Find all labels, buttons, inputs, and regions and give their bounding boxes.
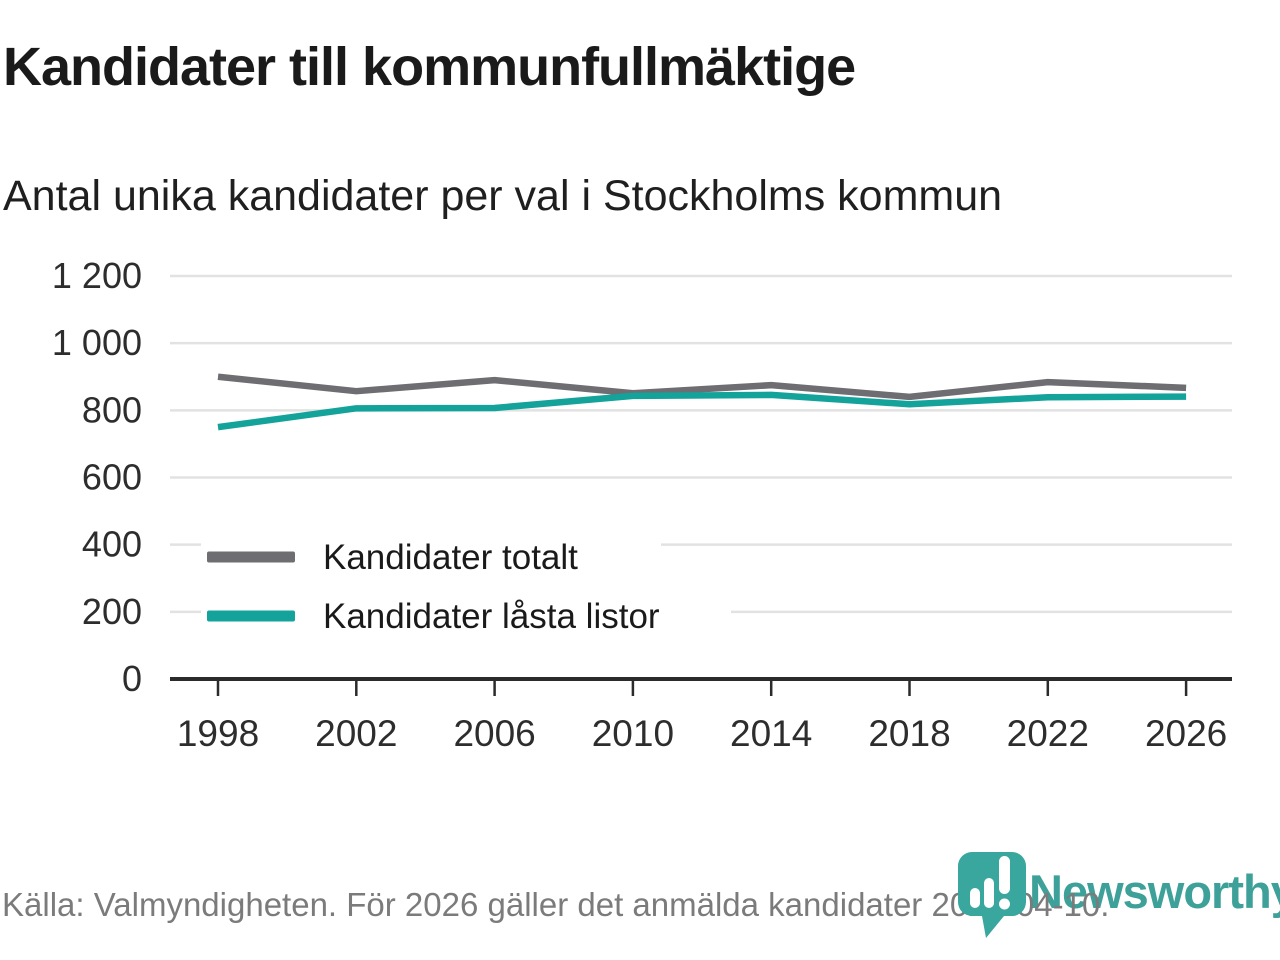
x-tick-label: 2026 <box>1145 713 1227 754</box>
line-chart: 0 200 400 600 800 1 000 1 200 1998 2002 2006 2010 2… <box>0 250 1280 770</box>
logo-exclamation-dot <box>999 898 1010 910</box>
x-tick-label: 2018 <box>868 713 950 754</box>
legend-label: Kandidater totalt <box>323 538 578 577</box>
y-tick-label: 1 000 <box>52 322 142 363</box>
x-tick-label: 2022 <box>1007 713 1089 754</box>
x-tick-label: 1998 <box>177 713 259 754</box>
y-tick-label: 0 <box>122 658 142 699</box>
x-tick-label: 2010 <box>592 713 674 754</box>
legend-swatch <box>207 551 295 563</box>
logo-bar-2 <box>984 878 994 908</box>
y-tick-label: 200 <box>82 591 142 632</box>
y-tick-label: 600 <box>82 457 142 498</box>
logo-exclamation-bar <box>999 856 1010 894</box>
x-tick-label: 2014 <box>730 713 812 754</box>
legend-swatch <box>207 610 295 622</box>
source-note: Källa: Valmyndigheten. För 2026 gäller d… <box>2 886 1110 923</box>
chart-canvas: 0 200 400 600 800 1 000 1 200 1998 2002 2006 2010 2… <box>52 255 1232 754</box>
y-tick-label: 800 <box>82 389 142 430</box>
x-tick-label: 2006 <box>453 713 535 754</box>
series-line-kandidater-totalt <box>217 373 1187 401</box>
chart-subtitle: Antal unika kandidater per val i Stockho… <box>3 172 1003 220</box>
x-tick-label: 2002 <box>315 713 397 754</box>
newsworthy-wordmark: Newsworthy <box>1029 865 1280 918</box>
newsworthy-logo-icon <box>958 852 1026 938</box>
y-tick-label: 400 <box>82 524 142 565</box>
logo-bar-1 <box>970 888 980 908</box>
legend-label: Kandidater låsta listor <box>323 597 660 636</box>
chart-title: Kandidater till kommunfullmäktige <box>3 37 856 97</box>
y-tick-label: 1 200 <box>52 255 142 296</box>
series-line-kandidater-l-sta-listor <box>217 391 1187 431</box>
